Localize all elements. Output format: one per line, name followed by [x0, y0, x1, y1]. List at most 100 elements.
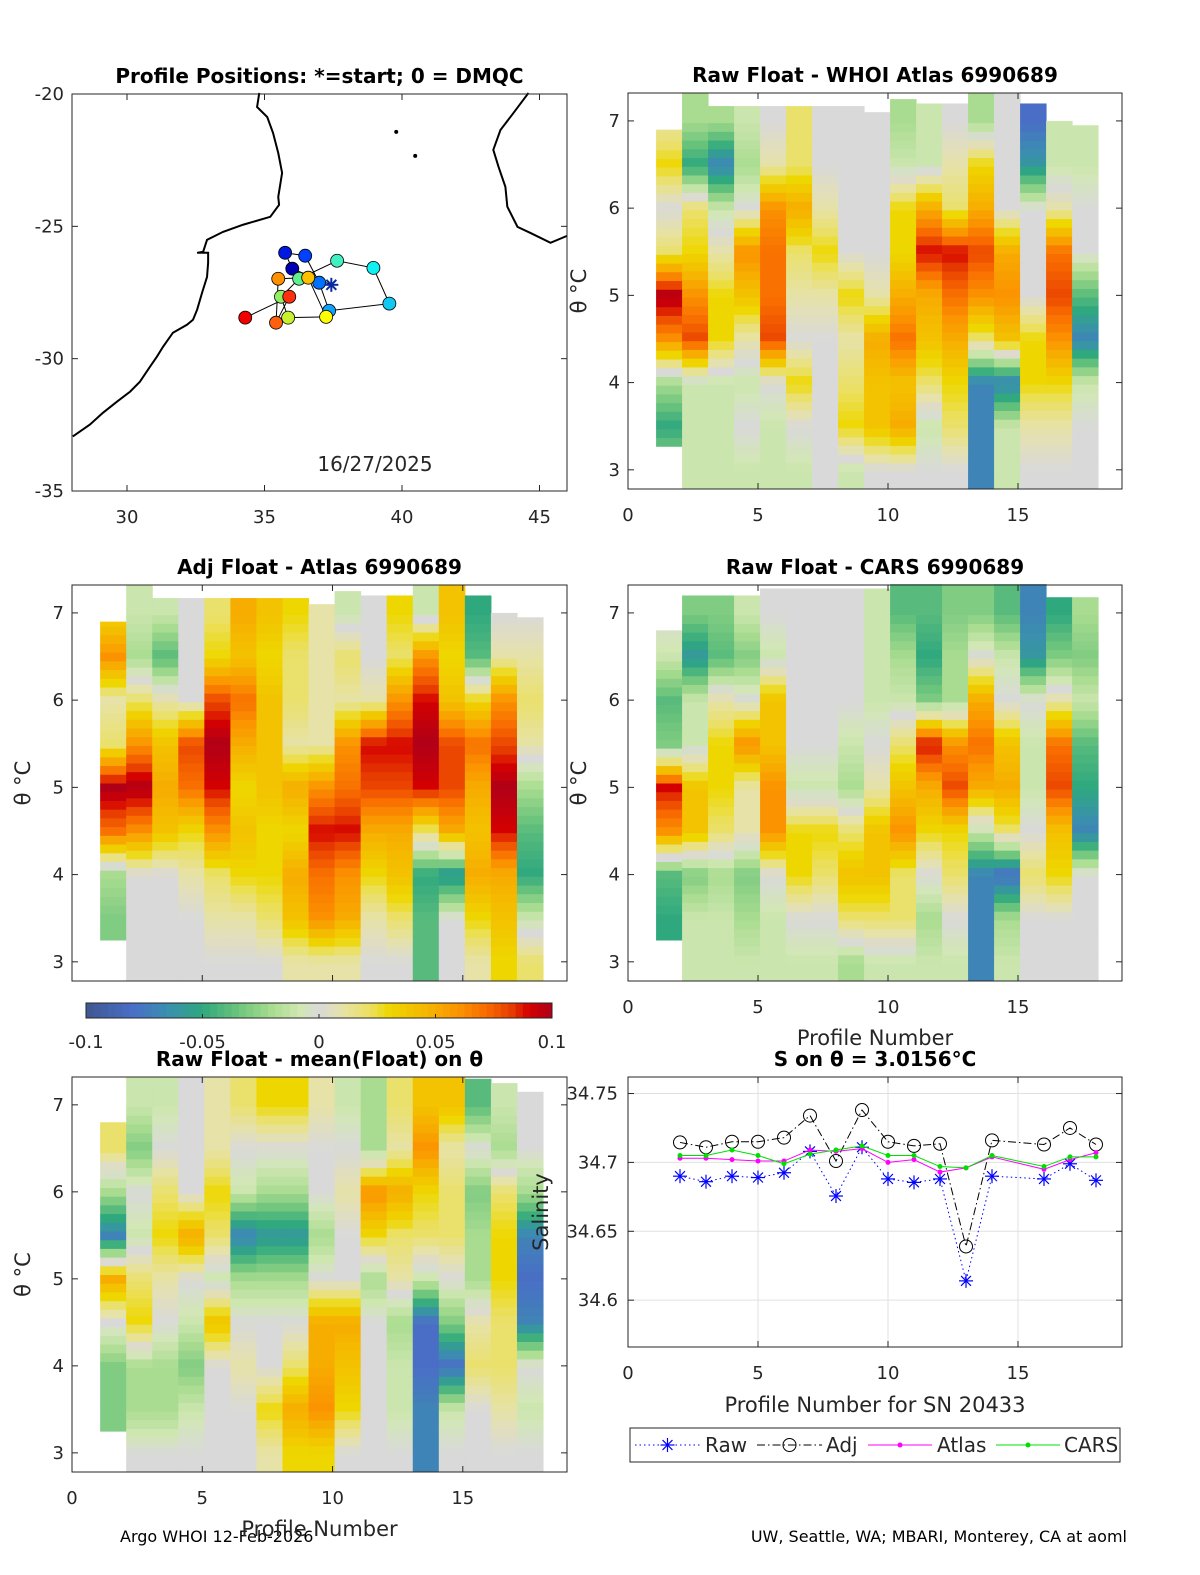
heatmap-cell	[708, 762, 735, 773]
heatmap-cell	[516, 1245, 544, 1255]
heatmap-cell	[204, 1132, 231, 1142]
heatmap-cell	[968, 832, 995, 842]
heatmap-cell	[708, 937, 735, 947]
heatmap-cell	[308, 1358, 336, 1369]
heatmap-cell	[994, 771, 1021, 781]
heatmap-cell	[682, 471, 709, 481]
heatmap-cell	[308, 1297, 336, 1308]
heatmap-column	[204, 598, 231, 982]
heatmap-cell	[464, 1245, 492, 1255]
heatmap-cell	[464, 658, 492, 668]
heatmap-cell	[490, 806, 518, 816]
heatmap-cell	[256, 1237, 284, 1247]
heatmap-cell	[1046, 823, 1073, 834]
heatmap-cell	[864, 323, 891, 333]
heatmap-cell	[942, 841, 969, 851]
heatmap-cell	[682, 122, 709, 132]
heatmap-cell	[126, 1419, 153, 1429]
heatmap-cell	[916, 305, 943, 316]
heatmap-cell	[916, 771, 943, 781]
heatmap-cell	[412, 640, 440, 651]
heatmap-cell	[282, 1254, 310, 1264]
heatmap-cell	[386, 1280, 414, 1290]
heatmap-cell	[438, 946, 466, 956]
heatmap-cell	[1020, 419, 1047, 429]
heatmap-cell	[656, 149, 683, 159]
heatmap-cell	[334, 1358, 362, 1369]
heatmap-cell	[890, 148, 917, 159]
heatmap-cell	[438, 1158, 466, 1168]
heatmap-cell	[152, 1115, 179, 1125]
star-stroke	[934, 1173, 946, 1185]
profile-marker	[278, 245, 293, 260]
heatmap-cell	[152, 1123, 179, 1134]
heatmap-column	[968, 93, 995, 490]
heatmap-cell	[230, 710, 257, 720]
heatmap-cell	[916, 885, 943, 895]
heatmap-cell	[916, 736, 943, 746]
heatmap-column	[734, 595, 761, 982]
heatmap-cell	[1072, 218, 1099, 228]
heatmap-cell	[464, 1315, 492, 1325]
heatmap-cell	[412, 658, 440, 668]
heatmap-cell	[282, 841, 310, 851]
heatmap-cell	[412, 1237, 440, 1247]
heatmap-cell	[942, 166, 969, 176]
heatmap-cell	[890, 305, 917, 316]
heatmap-cell	[230, 858, 257, 869]
heatmap-cell	[734, 832, 761, 842]
heatmap-cell	[708, 454, 735, 464]
heatmap-cell	[308, 728, 336, 738]
heatmap-cell	[1020, 597, 1047, 607]
heatmap-cell	[204, 1263, 231, 1273]
heatmap-cell	[890, 963, 917, 973]
heatmap-cell	[308, 1237, 336, 1247]
heatmap-cell	[864, 140, 891, 150]
heatmap-cell	[942, 963, 969, 973]
heatmap-cell	[916, 436, 943, 446]
heatmap-cell	[464, 1306, 492, 1316]
heatmap-cell	[994, 815, 1021, 825]
heatmap-cell	[256, 1210, 284, 1221]
heatmap-cell	[656, 385, 683, 395]
heatmap-cell	[916, 192, 943, 202]
heatmap-cell	[942, 323, 969, 333]
heatmap-column	[360, 1077, 388, 1473]
colorbar-segment	[384, 1003, 393, 1018]
heatmap-cell	[308, 1306, 336, 1316]
heatmap-cell	[516, 745, 544, 755]
heatmap-cell	[282, 1245, 310, 1255]
heatmap-cell	[490, 1376, 518, 1386]
heatmap-cell	[786, 244, 813, 254]
heatmap-cell	[786, 588, 813, 598]
heatmap-cell	[916, 401, 943, 411]
heatmap-cell	[1046, 157, 1073, 167]
heatmap-cell	[682, 131, 709, 141]
heatmap-cell	[490, 658, 518, 668]
heatmap-cell	[360, 1123, 388, 1134]
heatmap-cell	[760, 122, 787, 132]
heatmap-cell	[838, 166, 865, 176]
y-tick-label: 7	[609, 603, 620, 624]
heatmap-cell	[256, 1106, 284, 1116]
heatmap-cell	[360, 1167, 388, 1177]
circle-marker	[855, 1103, 869, 1118]
heatmap-cell	[386, 1193, 414, 1203]
heatmap-cell	[360, 1367, 388, 1377]
heatmap-cell	[178, 1341, 205, 1351]
heatmap-cell	[204, 1167, 231, 1177]
heatmap-cell	[308, 640, 336, 651]
heatmap-cell	[734, 201, 761, 211]
heatmap-cell	[1020, 166, 1047, 176]
heatmap-cell	[890, 236, 917, 246]
heatmap-cell	[464, 1132, 492, 1142]
heatmap-cell	[968, 427, 995, 438]
heatmap-cell	[178, 823, 205, 834]
heatmap-cell	[438, 963, 466, 973]
heatmap-cell	[682, 728, 709, 738]
heatmap-cell	[126, 789, 153, 799]
heatmap-cell	[656, 861, 683, 871]
heatmap-cell	[412, 1419, 440, 1429]
heatmap-cell	[812, 122, 839, 132]
heatmap-column	[334, 591, 362, 982]
